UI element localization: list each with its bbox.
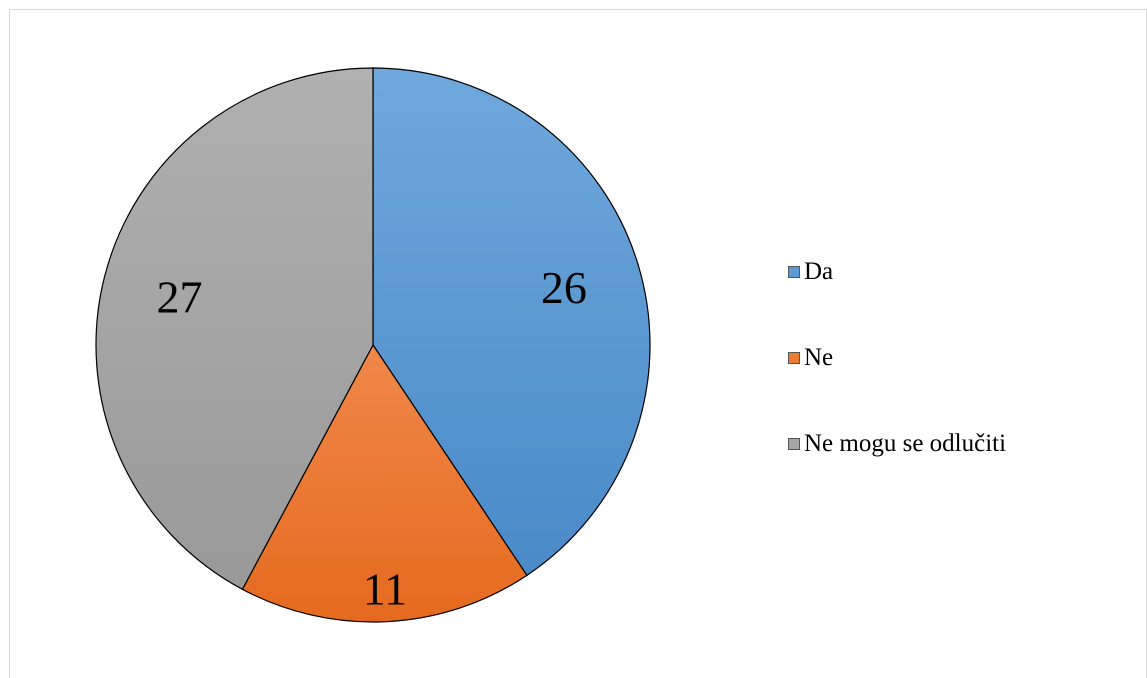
legend-item-undecided: Ne mogu se odlučiti <box>788 422 1006 466</box>
legend-label-ne: Ne <box>804 344 834 371</box>
legend-item-ne: Ne <box>788 336 1006 380</box>
data-label-da: 26 <box>541 262 587 313</box>
pie-slice-ne <box>241 343 528 623</box>
pie-data-labels: 26 11 27 <box>157 262 587 614</box>
legend-swatch-ne <box>788 352 800 364</box>
pie-slice-undecided <box>95 67 374 591</box>
data-label-undecided: 27 <box>157 272 203 323</box>
legend-swatch-undecided <box>788 438 800 450</box>
legend-swatch-da <box>788 266 800 278</box>
legend-label-undecided: Ne mogu se odlučiti <box>804 430 1007 457</box>
legend-label-da: Da <box>804 258 834 285</box>
legend: Da Ne Ne mogu se odlučiti <box>788 250 1006 508</box>
legend-item-da: Da <box>788 250 1006 294</box>
data-label-ne: 11 <box>363 563 407 614</box>
pie-slices <box>95 67 651 623</box>
